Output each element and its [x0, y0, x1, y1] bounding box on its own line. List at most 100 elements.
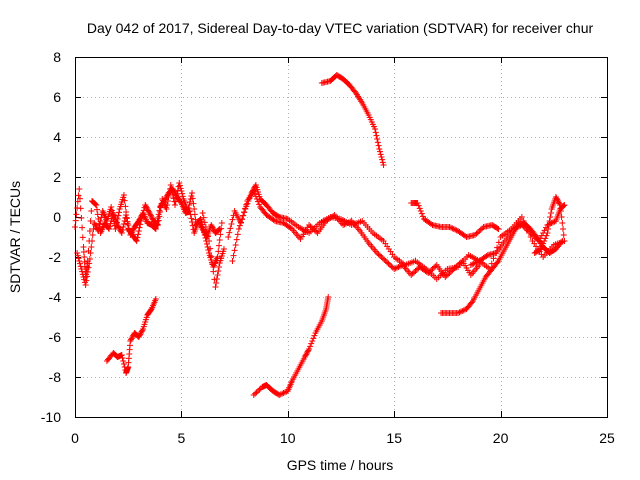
data-point	[137, 330, 144, 336]
data-point	[530, 232, 537, 239]
data-point	[87, 218, 94, 224]
data-point	[111, 218, 118, 225]
data-point	[554, 196, 561, 203]
data-point	[128, 335, 135, 342]
series-arc-c	[103, 296, 159, 376]
x-tick-label: 0	[71, 430, 79, 446]
y-tick-label: -8	[49, 369, 62, 385]
data-point	[188, 215, 195, 222]
data-point	[450, 266, 457, 272]
data-point	[97, 218, 104, 224]
y-tick-label: 2	[53, 169, 61, 185]
data-point	[483, 253, 490, 259]
data-point	[384, 259, 391, 266]
data-point	[281, 389, 288, 396]
data-point	[379, 255, 386, 262]
data-point	[545, 226, 552, 232]
data-point	[137, 218, 144, 224]
data-point	[122, 203, 129, 210]
data-point	[432, 263, 439, 270]
data-point	[189, 190, 196, 196]
data-point	[547, 220, 554, 227]
data-point	[446, 270, 453, 276]
data-point	[95, 228, 102, 234]
data-point	[227, 225, 234, 232]
data-point	[129, 334, 136, 340]
x-tick-label: 15	[386, 430, 402, 446]
data-point	[156, 207, 163, 214]
data-point	[106, 226, 113, 232]
data-point	[110, 215, 117, 221]
data-point	[215, 268, 222, 274]
data-point	[108, 204, 115, 210]
data-point	[513, 224, 520, 231]
data-point	[511, 225, 518, 232]
data-point	[380, 162, 387, 168]
x-tick-labels: 0 5 10 15 20 25	[71, 430, 615, 446]
data-point	[109, 211, 116, 218]
data-point	[467, 262, 474, 268]
data-point	[216, 237, 223, 243]
data-point	[523, 226, 530, 232]
data-point	[233, 236, 240, 243]
data-point	[154, 222, 161, 228]
data-point	[392, 265, 399, 272]
data-point	[460, 307, 467, 314]
data-point	[128, 336, 135, 343]
data-point	[242, 205, 249, 212]
data-point	[473, 259, 480, 266]
axis-ticks	[75, 57, 608, 418]
data-point	[559, 220, 566, 226]
data-point	[177, 185, 184, 192]
data-point	[374, 139, 381, 146]
data-point	[538, 246, 545, 252]
data-point	[147, 212, 154, 219]
data-point	[386, 262, 393, 268]
series-arc-d	[199, 210, 227, 290]
data-point	[311, 227, 318, 234]
data-point	[457, 308, 464, 315]
x-tick-label: 10	[280, 430, 296, 446]
data-point	[212, 284, 219, 290]
data-point	[206, 238, 213, 244]
data-point	[72, 224, 78, 230]
data-point	[79, 268, 86, 275]
data-point	[210, 226, 217, 232]
data-point	[85, 264, 92, 271]
data-point	[543, 232, 550, 239]
data-point	[179, 193, 186, 200]
data-point	[377, 148, 384, 155]
data-point	[375, 142, 382, 149]
data-point	[139, 212, 146, 219]
data-point	[153, 220, 160, 227]
data-point	[341, 221, 348, 228]
data-point	[77, 263, 84, 270]
data-point	[228, 221, 235, 227]
data-point	[252, 193, 259, 200]
data-point	[555, 199, 562, 206]
data-point	[453, 263, 460, 270]
data-point	[201, 219, 208, 226]
data-point	[477, 226, 484, 233]
data-point	[176, 182, 183, 189]
data-point	[449, 267, 456, 274]
data-point	[157, 209, 164, 215]
data-point	[449, 225, 456, 232]
data-point	[92, 201, 99, 208]
data-point	[518, 214, 525, 220]
data-point	[179, 190, 186, 197]
data-point	[209, 261, 216, 267]
data-point	[115, 212, 122, 219]
data-point	[304, 348, 311, 355]
data-point	[207, 245, 214, 252]
data-point	[88, 244, 95, 250]
data-point	[138, 328, 145, 335]
data-point	[550, 219, 557, 226]
data-point	[560, 226, 567, 232]
y-axis-label: SDTVAR / TECUs	[7, 181, 23, 293]
data-point	[385, 260, 392, 267]
data-point	[214, 272, 221, 278]
data-point	[232, 242, 239, 248]
data-point	[92, 222, 99, 229]
data-point	[213, 276, 220, 282]
